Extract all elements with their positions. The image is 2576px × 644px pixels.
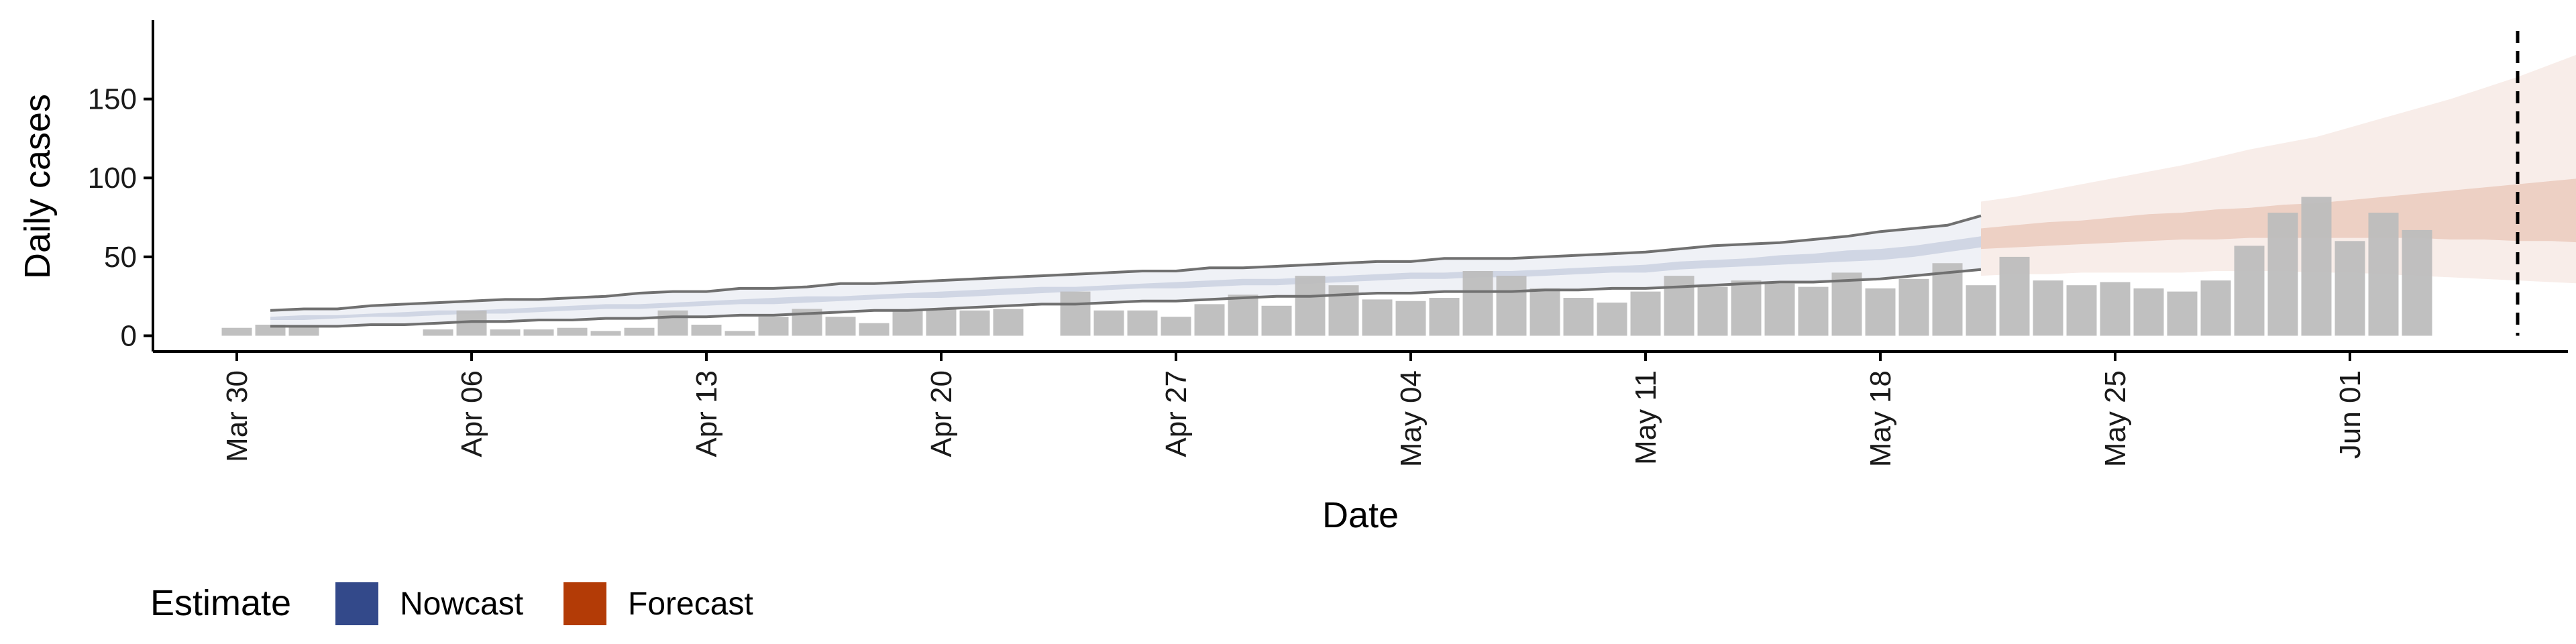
case-bar — [1630, 291, 1661, 336]
case-bar — [1496, 276, 1527, 336]
case-bar — [1462, 271, 1493, 336]
case-bar — [1362, 299, 1393, 336]
case-bar — [2368, 213, 2399, 336]
case-bar — [2066, 285, 2097, 336]
legend-label-forecast: Forecast — [628, 586, 753, 622]
case-bar — [2234, 246, 2265, 336]
case-bar — [657, 310, 688, 336]
case-bar — [1060, 291, 1091, 336]
x-tick-label: Mar 30 — [221, 370, 254, 462]
reported-cases-bars — [221, 197, 2432, 336]
case-bar — [1798, 286, 1829, 336]
case-bar — [1731, 280, 1762, 336]
case-bar — [1932, 263, 1963, 336]
case-bar — [825, 317, 856, 336]
y-tick-label: 50 — [104, 241, 137, 274]
case-bar — [892, 310, 923, 336]
case-bar — [1228, 294, 1258, 336]
case-bar — [1865, 288, 1896, 336]
x-tick-label: May 04 — [1395, 370, 1428, 467]
case-bar — [2133, 288, 2164, 336]
y-tick-label: 0 — [121, 319, 137, 352]
case-bar — [959, 310, 990, 336]
case-bar — [1697, 286, 1728, 336]
case-bar — [724, 331, 755, 336]
legend-swatch-nowcast — [335, 582, 378, 625]
case-bar — [1395, 301, 1426, 336]
case-bar — [1764, 283, 1795, 336]
case-bar — [1999, 256, 2030, 336]
x-axis-title: Date — [1322, 495, 1399, 535]
y-axis-ticks: 0 50 100 150 — [88, 83, 153, 352]
case-bar — [624, 327, 655, 336]
case-bar — [523, 329, 554, 336]
case-bar — [288, 326, 319, 336]
case-bar — [557, 327, 588, 336]
case-bar — [1529, 288, 1560, 336]
case-bar — [1127, 310, 1158, 336]
case-bar — [2402, 229, 2432, 336]
x-tick-label: May 25 — [2099, 370, 2132, 467]
case-bar — [1295, 276, 1326, 336]
case-bar — [2267, 213, 2298, 336]
case-bar — [1093, 310, 1124, 336]
legend-title: Estimate — [150, 583, 291, 623]
case-bar — [1429, 298, 1460, 336]
x-tick-label: Apr 20 — [925, 370, 958, 458]
case-bar — [2167, 291, 2198, 336]
case-bar — [859, 323, 890, 336]
nowcast-upper-line — [270, 214, 1982, 312]
nowcast-90-band — [270, 215, 1981, 327]
x-tick-label: May 18 — [1864, 370, 1897, 467]
case-bar — [1161, 317, 1191, 336]
y-tick-label: 150 — [88, 83, 137, 116]
case-bar — [1831, 272, 1862, 336]
case-bar — [1194, 304, 1225, 336]
case-bar — [1328, 285, 1359, 336]
x-tick-label: May 11 — [1629, 370, 1662, 465]
case-bar — [1261, 305, 1292, 336]
legend-label-nowcast: Nowcast — [400, 586, 523, 622]
case-bar — [926, 309, 957, 336]
nowcast-interval-lines — [270, 214, 1982, 328]
x-tick-label: Jun 01 — [2334, 370, 2367, 459]
case-bar — [2200, 280, 2231, 336]
x-axis-ticks: Mar 30 Apr 06 Apr 13 Apr 20 Apr 27 May 04 May … — [221, 352, 2367, 467]
case-bar — [423, 329, 453, 336]
axes: 0 50 100 150 Mar 30 Apr 06 Apr 13 Apr 20 Apr 27… — [88, 20, 2568, 467]
x-tick-label: Apr 27 — [1160, 370, 1193, 458]
case-bar — [1597, 303, 1627, 336]
case-bar — [1563, 298, 1594, 336]
case-bar — [2100, 282, 2131, 336]
case-bar — [691, 325, 722, 336]
legend-swatch-forecast — [564, 582, 606, 625]
plot-area — [221, 54, 2576, 336]
case-bar — [1898, 278, 1929, 336]
forecast-90-band — [1981, 54, 2576, 284]
case-bar — [758, 317, 789, 336]
legend: Estimate Nowcast Forecast — [150, 582, 753, 625]
y-tick-label: 100 — [88, 162, 137, 195]
case-bar — [993, 309, 1024, 336]
case-bar — [2033, 280, 2063, 336]
case-bar — [1966, 285, 1996, 336]
x-tick-label: Apr 13 — [690, 370, 723, 458]
case-bar — [590, 331, 621, 336]
x-tick-label: Apr 06 — [455, 370, 488, 458]
case-bar — [2334, 241, 2365, 336]
case-bar — [490, 329, 521, 336]
case-bar — [221, 327, 252, 336]
nowcast-50-band — [270, 236, 1981, 320]
case-bar — [1664, 276, 1695, 336]
nowcast-lower-line — [270, 268, 1982, 328]
nowcast-bands — [270, 215, 1981, 327]
y-axis-title: Daily cases — [17, 94, 58, 279]
case-bar — [2301, 197, 2332, 336]
